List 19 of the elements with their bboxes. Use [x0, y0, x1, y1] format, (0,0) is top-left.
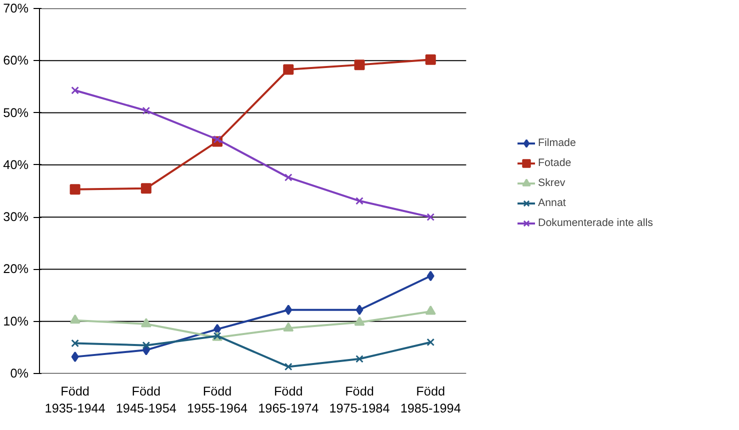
- y-tick-label: 70%: [3, 2, 29, 16]
- legend-label: Annat: [538, 197, 566, 209]
- x-tick-label: Född 1965-1974: [258, 384, 319, 416]
- y-tick-label: 30%: [3, 210, 29, 224]
- x-tick-label: Född 1985-1994: [400, 384, 461, 416]
- y-tick-label: 20%: [3, 262, 29, 276]
- x-tick-label: Född 1975-1984: [329, 384, 390, 416]
- legend-label: Fotade: [538, 157, 572, 169]
- y-tick-label: 60%: [3, 54, 29, 68]
- y-tick-label: 0%: [10, 366, 29, 380]
- y-tick-label: 50%: [3, 106, 29, 120]
- y-tick-label: 40%: [3, 158, 29, 172]
- y-tick-label: 10%: [3, 314, 29, 328]
- x-tick-label: Född 1955-1964: [187, 384, 248, 416]
- legend-label: Filmade: [538, 137, 576, 149]
- legend-label: Dokumenterade inte alls: [538, 217, 653, 229]
- x-tick-label: Född 1945-1954: [116, 384, 176, 416]
- legend-label: Skrev: [538, 177, 566, 189]
- x-tick-label: Född 1935-1944: [44, 384, 106, 416]
